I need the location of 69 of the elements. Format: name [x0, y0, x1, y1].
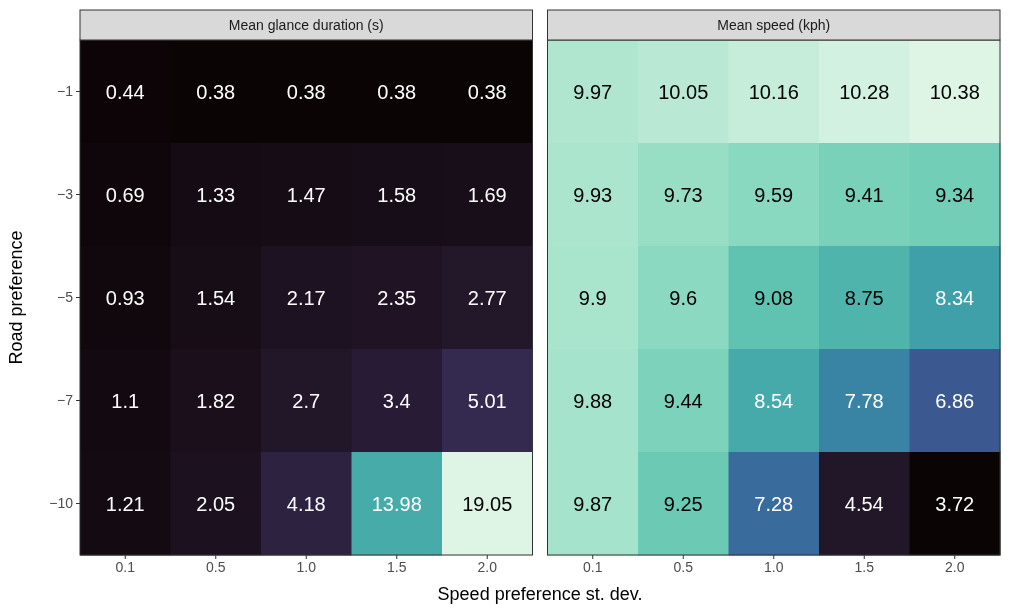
- y-tick-label: −3: [57, 185, 74, 202]
- data-label: 9.34: [935, 183, 975, 206]
- x-tick-label: 2.0: [945, 558, 965, 575]
- data-label: 8.34: [935, 286, 975, 309]
- y-tick-label: −7: [57, 391, 74, 408]
- data-label: 0.44: [105, 80, 145, 103]
- data-label: 0.93: [105, 286, 145, 309]
- x-tick-label: 2.0: [477, 558, 498, 575]
- data-label: 2.35: [377, 286, 417, 309]
- data-label: 9.93: [573, 183, 613, 206]
- x-tick-label: 0.5: [673, 558, 694, 575]
- x-tick-label: 0.1: [583, 558, 603, 575]
- data-label: 6.86: [935, 389, 975, 412]
- data-label: 9.59: [754, 183, 794, 206]
- y-tick-label: −10: [49, 494, 74, 511]
- data-label: 9.08: [754, 286, 794, 309]
- data-label: 0.38: [196, 80, 236, 103]
- y-tick-label: −1: [57, 82, 74, 99]
- data-label: 2.7: [292, 389, 321, 412]
- data-label: 10.05: [658, 80, 709, 103]
- data-label: 1.1: [111, 389, 140, 412]
- x-tick-label: 0.1: [115, 558, 136, 575]
- data-label: 1.33: [196, 183, 236, 206]
- x-axis-title: Speed preference st. dev.: [437, 584, 643, 604]
- data-label: 9.73: [663, 183, 703, 206]
- data-label: 2.05: [196, 492, 236, 515]
- data-label: 19.05: [462, 492, 513, 515]
- data-label: 9.9: [578, 286, 607, 309]
- data-label: 7.78: [844, 389, 884, 412]
- data-label: 0.69: [105, 183, 145, 206]
- data-label: 9.87: [573, 492, 613, 515]
- data-label: 1.47: [286, 183, 326, 206]
- data-label: 9.25: [663, 492, 703, 515]
- data-label: 9.6: [669, 286, 698, 309]
- data-label: 1.58: [377, 183, 417, 206]
- chart-title: Mean speed (kph): [717, 16, 831, 33]
- data-label: 7.28: [754, 492, 794, 515]
- x-tick-label: 1.0: [764, 558, 784, 575]
- data-label: 10.16: [748, 80, 799, 103]
- data-label: 8.75: [844, 286, 884, 309]
- data-label: 0.38: [467, 80, 507, 103]
- y-axis-title: Road preference: [6, 230, 26, 365]
- x-tick-label: 0.5: [206, 558, 226, 575]
- data-label: 1.21: [105, 492, 145, 515]
- data-label: 5.01: [467, 389, 507, 412]
- data-label: 4.54: [844, 492, 884, 515]
- data-label: 3.72: [935, 492, 975, 515]
- data-label: 2.17: [286, 286, 326, 309]
- data-label: 3.4: [382, 389, 411, 412]
- data-label: 1.69: [467, 183, 507, 206]
- data-label: 0.38: [377, 80, 417, 103]
- data-label: 9.41: [844, 183, 884, 206]
- data-label: 10.38: [929, 80, 980, 103]
- y-tick-label: −5: [57, 288, 74, 305]
- data-label: 4.18: [286, 492, 326, 515]
- data-label: 0.38: [286, 80, 326, 103]
- data-label: 1.82: [196, 389, 236, 412]
- data-label: 2.77: [467, 286, 507, 309]
- data-label: 9.97: [573, 80, 613, 103]
- data-label: 9.44: [663, 389, 703, 412]
- data-label: 13.98: [371, 492, 422, 515]
- chart-title: Mean glance duration (s): [228, 16, 384, 33]
- data-label: 10.28: [839, 80, 890, 103]
- data-label: 8.54: [754, 389, 794, 412]
- data-label: 1.54: [196, 286, 236, 309]
- x-tick-label: 1.5: [387, 558, 407, 575]
- x-tick-label: 1.5: [854, 558, 875, 575]
- x-tick-label: 1.0: [296, 558, 317, 575]
- data-label: 9.88: [573, 389, 613, 412]
